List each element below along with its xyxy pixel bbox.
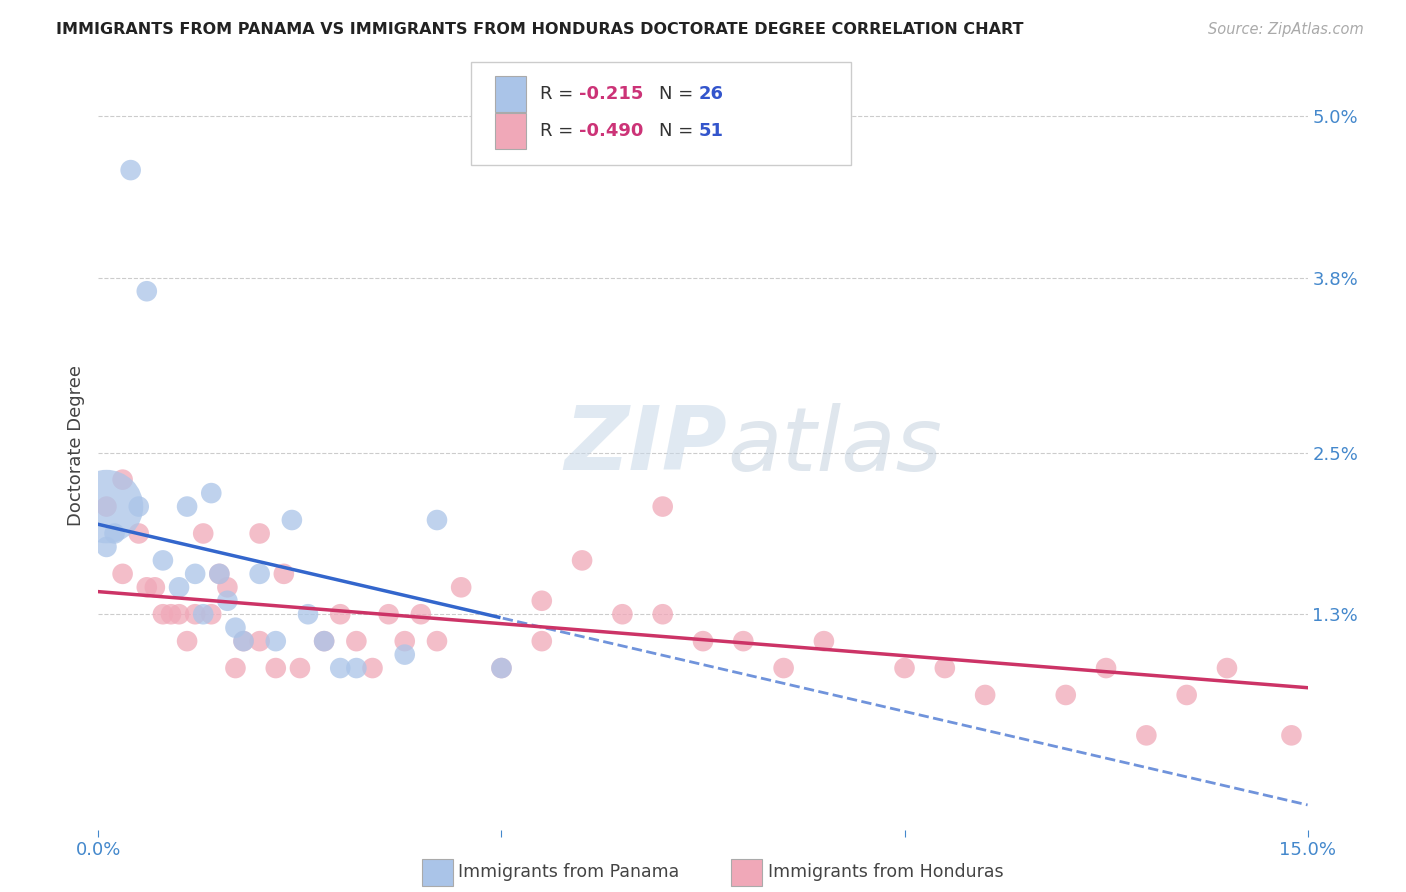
Point <box>394 648 416 662</box>
Point <box>426 513 449 527</box>
Point <box>530 594 553 608</box>
Point <box>409 607 432 622</box>
Point <box>249 566 271 581</box>
Point <box>128 526 150 541</box>
Point <box>128 500 150 514</box>
Text: 51: 51 <box>699 122 724 140</box>
Text: N =: N = <box>659 85 699 103</box>
Y-axis label: Doctorate Degree: Doctorate Degree <box>66 366 84 526</box>
Text: R =: R = <box>540 85 579 103</box>
Text: N =: N = <box>659 122 699 140</box>
Point <box>329 607 352 622</box>
Point <box>491 661 513 675</box>
Point <box>200 486 222 500</box>
Point <box>152 607 174 622</box>
Point <box>193 526 215 541</box>
Point <box>120 163 142 178</box>
Point <box>934 661 956 675</box>
Point <box>1281 728 1303 742</box>
Text: -0.490: -0.490 <box>579 122 644 140</box>
Point <box>184 607 207 622</box>
Point <box>143 580 166 594</box>
Point <box>893 661 915 675</box>
Text: 26: 26 <box>699 85 724 103</box>
Point <box>813 634 835 648</box>
Point <box>152 553 174 567</box>
Point <box>530 634 553 648</box>
Point <box>377 607 399 622</box>
Point <box>344 661 367 675</box>
Point <box>200 607 222 622</box>
Point <box>426 634 449 648</box>
Text: atlas: atlas <box>727 403 942 489</box>
Point <box>249 526 271 541</box>
Point <box>176 634 198 648</box>
Point <box>1216 661 1239 675</box>
Point <box>96 500 118 514</box>
Point <box>249 634 271 648</box>
Point <box>450 580 472 594</box>
Point <box>651 500 673 514</box>
Point <box>103 526 125 541</box>
Point <box>232 634 254 648</box>
Point <box>974 688 997 702</box>
Point <box>167 607 190 622</box>
Text: IMMIGRANTS FROM PANAMA VS IMMIGRANTS FROM HONDURAS DOCTORATE DEGREE CORRELATION : IMMIGRANTS FROM PANAMA VS IMMIGRANTS FRO… <box>56 22 1024 37</box>
Point <box>772 661 794 675</box>
Point <box>160 607 183 622</box>
Point <box>491 661 513 675</box>
Point <box>208 566 231 581</box>
Point <box>1054 688 1077 702</box>
Point <box>344 634 367 648</box>
Point <box>329 661 352 675</box>
Point <box>193 607 215 622</box>
Point <box>1095 661 1118 675</box>
Point <box>297 607 319 622</box>
Point <box>651 607 673 622</box>
Point <box>733 634 755 648</box>
Point <box>224 661 246 675</box>
Point <box>288 661 311 675</box>
Point <box>281 513 304 527</box>
Point <box>111 473 134 487</box>
Text: ZIP: ZIP <box>564 402 727 490</box>
Point <box>217 594 239 608</box>
Point <box>612 607 634 622</box>
Point <box>224 621 246 635</box>
Point <box>167 580 190 594</box>
Point <box>176 500 198 514</box>
Point <box>232 634 254 648</box>
Point <box>571 553 593 567</box>
Text: Immigrants from Panama: Immigrants from Panama <box>458 863 679 881</box>
Point <box>135 580 157 594</box>
Text: R =: R = <box>540 122 579 140</box>
Point <box>394 634 416 648</box>
Point <box>96 540 118 554</box>
Point <box>264 634 287 648</box>
Point <box>135 284 157 298</box>
Point <box>208 566 231 581</box>
Point <box>111 566 134 581</box>
Point <box>96 500 118 514</box>
Text: -0.215: -0.215 <box>579 85 644 103</box>
Point <box>692 634 714 648</box>
Point <box>217 580 239 594</box>
Point <box>361 661 384 675</box>
Point <box>273 566 295 581</box>
Point <box>314 634 336 648</box>
Point <box>1175 688 1198 702</box>
Text: Immigrants from Honduras: Immigrants from Honduras <box>768 863 1004 881</box>
Point <box>1135 728 1157 742</box>
Point <box>184 566 207 581</box>
Point <box>264 661 287 675</box>
Point <box>314 634 336 648</box>
Text: Source: ZipAtlas.com: Source: ZipAtlas.com <box>1208 22 1364 37</box>
